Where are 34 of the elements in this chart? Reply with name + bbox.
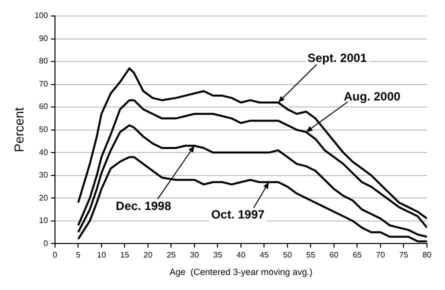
annotation: Oct. 1997 bbox=[211, 207, 265, 222]
y-tick-label: 60 bbox=[39, 102, 48, 112]
x-tick-label: 45 bbox=[260, 250, 270, 260]
x-tick-label: 60 bbox=[330, 250, 339, 260]
y-tick-label: 100 bbox=[34, 11, 48, 20]
x-tick-label: 55 bbox=[306, 250, 316, 260]
x-tick-label: 20 bbox=[144, 250, 153, 260]
x-tick-label: 40 bbox=[236, 250, 246, 260]
y-axis-title: Percent bbox=[11, 107, 26, 152]
x-tick-label: 70 bbox=[376, 250, 386, 260]
y-tick-label: 70 bbox=[39, 79, 48, 88]
annotation: Dec. 1998 bbox=[116, 199, 172, 214]
annotation: Sept. 2001 bbox=[307, 50, 368, 65]
y-tick-label: 20 bbox=[39, 193, 48, 202]
x-tick-label: 15 bbox=[120, 250, 130, 260]
x-tick-label: 25 bbox=[166, 250, 176, 260]
x-tick-label: 80 bbox=[422, 250, 432, 260]
x-tick-label: 35 bbox=[213, 250, 223, 260]
y-tick-label: 80 bbox=[39, 56, 48, 66]
x-axis-title: Age (Centered 3-year moving avg.) bbox=[169, 267, 313, 278]
y-tick-label: 90 bbox=[39, 34, 48, 43]
y-tick-label: 30 bbox=[39, 170, 48, 180]
x-tick-label: 75 bbox=[399, 250, 409, 260]
y-tick-label: 10 bbox=[39, 216, 48, 226]
x-tick-label: 30 bbox=[190, 250, 200, 260]
y-tick-label: 50 bbox=[39, 125, 48, 134]
x-tick-label: 10 bbox=[97, 250, 106, 260]
y-tick-label: 40 bbox=[39, 148, 48, 157]
x-tick-label: 0 bbox=[52, 250, 58, 260]
x-tick-label: 5 bbox=[76, 250, 81, 260]
annotation: Aug. 2000 bbox=[344, 89, 401, 104]
y-tick-label: 0 bbox=[43, 238, 48, 248]
x-tick-label: 65 bbox=[352, 250, 362, 260]
x-tick-label: 50 bbox=[283, 250, 292, 260]
